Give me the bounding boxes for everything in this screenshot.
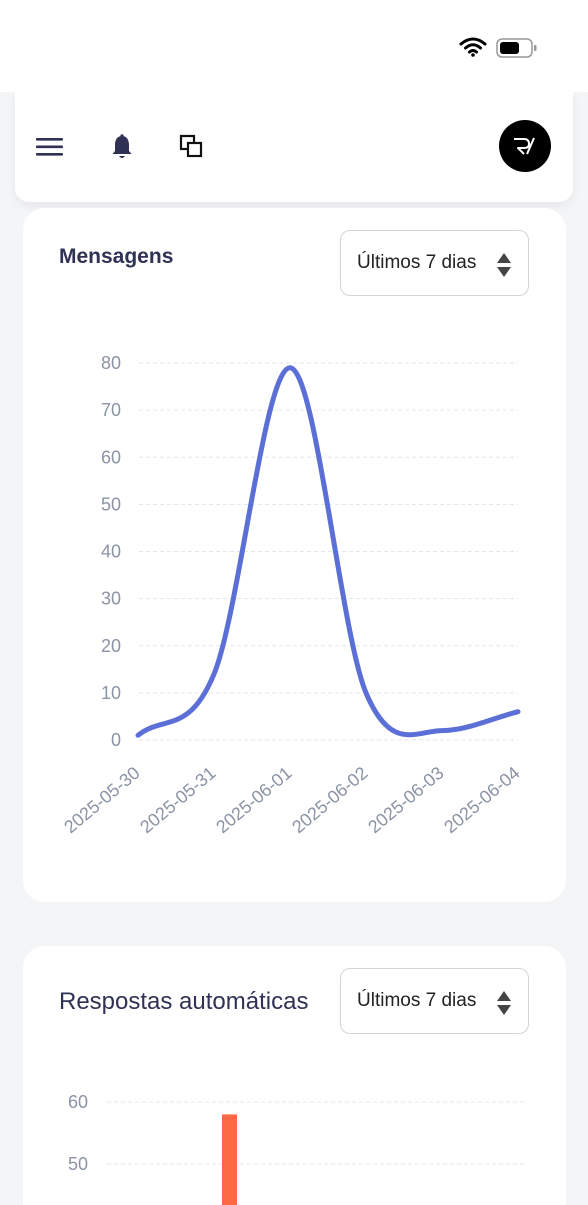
messages-line-chart: 010203040506070802025-05-302025-05-31202… [60,353,523,838]
hamburger-menu-icon[interactable] [35,132,65,162]
y-tick-label: 30 [101,589,121,609]
status-bar [0,0,588,92]
select-arrows-icon [496,990,512,1022]
y-tick-label: 80 [101,353,121,373]
y-tick-label: 60 [101,447,121,467]
auto-replies-chart-card: Respostas automáticas Últimos 7 dias 60 5… [23,946,566,1205]
y-tick-label: 70 [101,400,121,420]
bar[interactable] [222,1114,237,1205]
select-arrows-icon [496,252,512,284]
x-tick-label: 2025-06-03 [364,763,447,838]
x-tick-label: 2025-05-30 [60,763,143,838]
x-tick-label: 2025-06-01 [212,763,295,838]
y-tick-label: 50 [68,1154,88,1174]
battery-icon [496,38,538,63]
auto-replies-period-select-value: Últimos 7 dias [357,990,477,1011]
x-tick-label: 2025-05-31 [136,763,219,838]
y-tick-label: 50 [101,494,121,514]
messages-card-title: Mensagens [59,245,174,268]
y-tick-label: 40 [101,542,121,562]
avatar[interactable] [499,120,551,172]
wifi-icon [459,37,487,62]
x-tick-label: 2025-06-04 [440,763,523,838]
y-tick-label: 60 [68,1092,88,1112]
x-tick-label: 2025-06-02 [288,763,371,838]
messages-period-select[interactable]: Últimos 7 dias [340,230,529,296]
messages-series-line [135,365,521,738]
top-navigation-bar [15,92,573,202]
avatar-logo [514,137,535,155]
auto-replies-period-select[interactable]: Últimos 7 dias [340,968,529,1034]
messages-period-select-value: Últimos 7 dias [357,252,477,273]
y-tick-label: 20 [101,636,121,656]
messages-chart-card: Mensagens Últimos 7 dias 0 10 20 30 40 50 60 70… [23,208,566,902]
auto-replies-bar-chart: 60 50 [68,1092,525,1205]
y-tick-label: 10 [101,683,121,703]
bell-icon[interactable] [109,132,135,162]
auto-replies-card-title: Respostas automáticas [59,988,309,1015]
overlapping-windows-icon[interactable] [179,132,205,162]
y-tick-label: 0 [111,730,121,750]
